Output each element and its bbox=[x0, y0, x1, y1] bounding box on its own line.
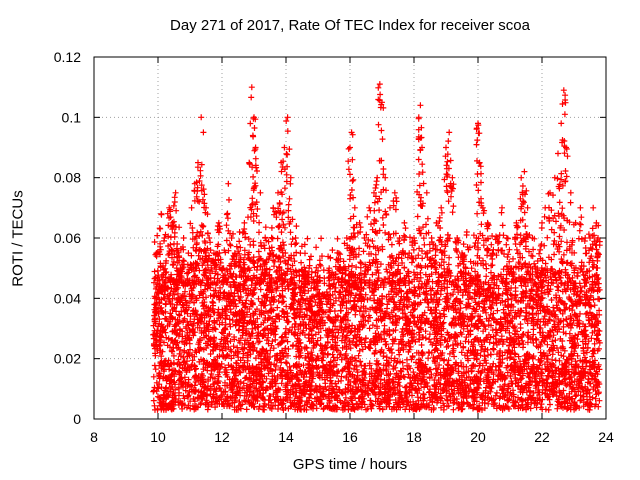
x-tick-label: 24 bbox=[598, 429, 614, 445]
y-tick-label: 0.02 bbox=[54, 351, 81, 367]
x-tick-label: 20 bbox=[470, 429, 486, 445]
x-axis-label: GPS time / hours bbox=[292, 456, 408, 473]
y-tick-label: 0.08 bbox=[54, 170, 81, 186]
chart-title: Day 271 of 2017, Rate Of TEC Index for r… bbox=[170, 17, 530, 34]
roti-points bbox=[150, 81, 603, 413]
x-tick-label: 22 bbox=[534, 429, 550, 445]
x-tick-label: 12 bbox=[214, 429, 230, 445]
x-tick-label: 14 bbox=[278, 429, 294, 445]
x-tick-label: 16 bbox=[342, 429, 358, 445]
x-tick-label: 8 bbox=[90, 429, 98, 445]
y-tick-label: 0.12 bbox=[54, 49, 81, 65]
y-tick-label: 0.04 bbox=[54, 290, 81, 306]
x-tick-label: 10 bbox=[150, 429, 166, 445]
y-tick-label: 0.06 bbox=[54, 230, 81, 246]
y-tick-label: 0.1 bbox=[62, 109, 82, 125]
data-points bbox=[150, 81, 603, 413]
x-tick-label: 18 bbox=[406, 429, 422, 445]
y-tick-label: 0 bbox=[73, 411, 81, 427]
axis-ticks: 8 10 12 14 16 18 20 22 24 0 0.02 0.04 0.06 0.08 0.1 0.1… bbox=[54, 49, 614, 445]
